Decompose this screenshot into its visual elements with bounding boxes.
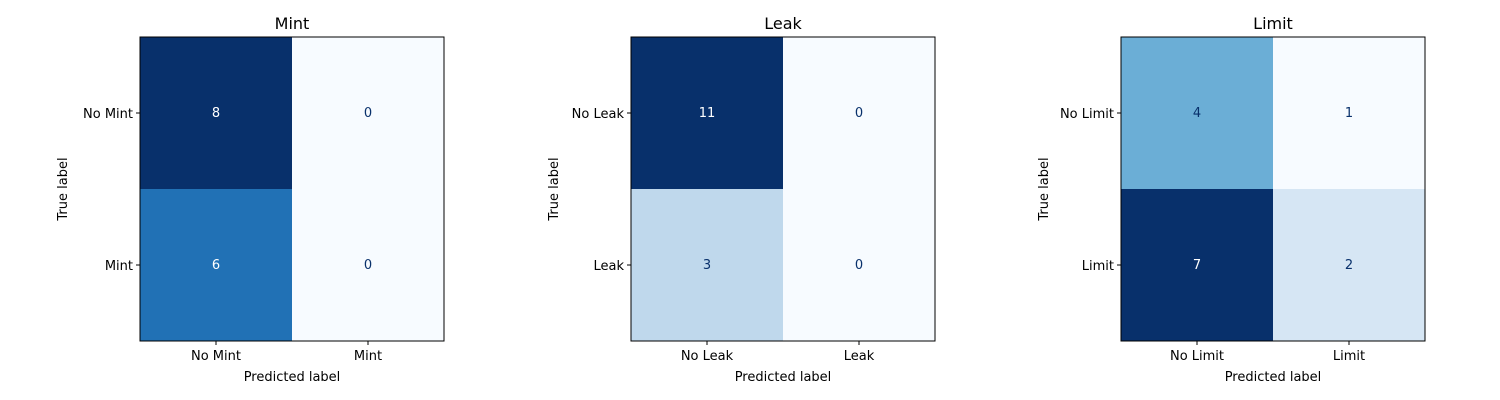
y-tick-label: Mint <box>105 259 133 274</box>
x-tick-label: Leak <box>844 349 875 364</box>
cell-value-r0-c1: 1 <box>1345 106 1353 121</box>
x-axis-label: Predicted label <box>735 370 832 385</box>
y-tick-label: No Leak <box>572 107 625 122</box>
cell-r0-c1 <box>783 37 936 190</box>
x-tick-label: No Mint <box>191 349 241 364</box>
cell-r1-c1 <box>292 189 445 342</box>
x-tick-label: No Leak <box>681 349 734 364</box>
cell-r1-c0 <box>1121 189 1274 342</box>
cell-value-r1-c1: 0 <box>364 258 372 273</box>
cell-r1-c1 <box>783 189 936 342</box>
cell-r1-c0 <box>631 189 784 342</box>
chart-title: Limit <box>1253 14 1293 33</box>
cell-value-r0-c0: 4 <box>1193 106 1201 121</box>
x-tick-label: No Limit <box>1170 349 1224 364</box>
y-axis-label: True label <box>56 157 71 221</box>
cell-r0-c0 <box>631 37 784 190</box>
y-tick-label: Leak <box>593 259 624 274</box>
y-tick-label: Limit <box>1082 259 1114 274</box>
confusion-matrix-2: Leak 11 0 3 0 No Leak Leak No Leak Leak Predicted… <box>547 14 936 385</box>
y-axis-label: True label <box>1037 157 1052 221</box>
cell-r0-c0 <box>140 37 293 190</box>
cell-r1-c0 <box>140 189 293 342</box>
chart-title: Leak <box>764 14 802 33</box>
cell-value-r1-c1: 2 <box>1345 258 1353 273</box>
cell-r0-c0 <box>1121 37 1274 190</box>
cell-value-r0-c1: 0 <box>364 106 372 121</box>
cell-value-r1-c0: 7 <box>1193 258 1201 273</box>
cell-value-r0-c0: 11 <box>699 106 716 121</box>
cell-r0-c1 <box>1273 37 1426 190</box>
cell-r1-c1 <box>1273 189 1426 342</box>
plot-frame <box>1120 36 1426 342</box>
x-axis-label: Predicted label <box>1225 370 1322 385</box>
plot-frame <box>139 36 445 342</box>
cell-value-r1-c0: 6 <box>212 258 220 273</box>
cell-value-r1-c0: 3 <box>703 258 711 273</box>
cell-value-r0-c1: 0 <box>855 106 863 121</box>
x-tick-label: Limit <box>1333 349 1365 364</box>
cell-r0-c1 <box>292 37 445 190</box>
y-tick-label: No Limit <box>1060 107 1114 122</box>
confusion-matrix-1: Mint 8 0 6 0 No Mint Mint No Mint Mint Predicted … <box>56 14 445 385</box>
confusion-matrix-3: Limit 4 1 7 2 No Limit Limit No Limit Limit Predi… <box>1037 14 1426 385</box>
y-tick-label: No Mint <box>83 107 133 122</box>
chart-title: Mint <box>275 14 310 33</box>
x-tick-label: Mint <box>354 349 382 364</box>
cell-value-r0-c0: 8 <box>212 106 220 121</box>
x-axis-label: Predicted label <box>244 370 341 385</box>
cell-value-r1-c1: 0 <box>855 258 863 273</box>
y-axis-label: True label <box>547 157 562 221</box>
plot-frame <box>630 36 936 342</box>
